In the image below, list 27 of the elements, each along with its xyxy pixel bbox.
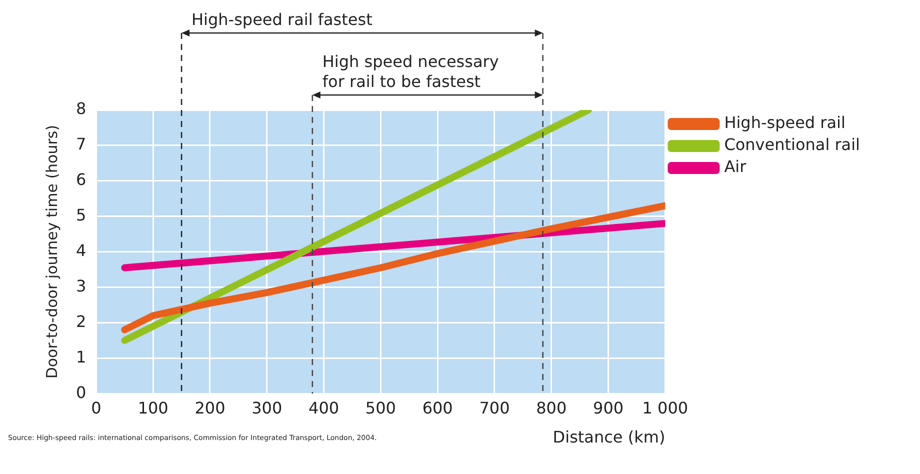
ref-line-label: High-speed rail fastest — [192, 10, 372, 29]
x-tick-label: 200 — [194, 398, 226, 418]
y-tick-label: 8 — [76, 99, 86, 118]
y-tick-label: 1 — [76, 347, 86, 366]
x-tick-label: 400 — [308, 398, 340, 418]
x-tick-label: 500 — [365, 398, 396, 418]
x-tick-label: 100 — [138, 398, 168, 418]
y-tick-label: 4 — [76, 240, 86, 260]
y-axis-title: Door-to-door journey time (hours) — [42, 124, 61, 379]
legend-label: Air — [724, 157, 747, 176]
x-tick-label: 700 — [479, 398, 510, 418]
x-tick-label: 0 — [91, 398, 102, 418]
y-tick-label: 3 — [76, 276, 86, 296]
x-tick-label: 600 — [422, 398, 453, 418]
y-tick-label: 0 — [76, 382, 86, 402]
x-tick-label: 300 — [252, 398, 282, 418]
ref-line-label: High speed necessary for rail to be fastest — [322, 52, 499, 91]
x-tick-label: 900 — [593, 398, 624, 418]
y-tick-label: 2 — [76, 312, 86, 331]
legend-label: High-speed rail — [724, 113, 846, 132]
y-tick-label: 7 — [76, 134, 86, 154]
x-tick-label: 800 — [536, 398, 567, 418]
y-tick-label: 6 — [76, 170, 86, 190]
x-axis-title: Distance (km) — [552, 428, 666, 447]
x-tick-label: 1 000 — [642, 398, 688, 418]
y-tick-label: 5 — [76, 206, 86, 225]
legend-label: Conventional rail — [724, 135, 860, 154]
